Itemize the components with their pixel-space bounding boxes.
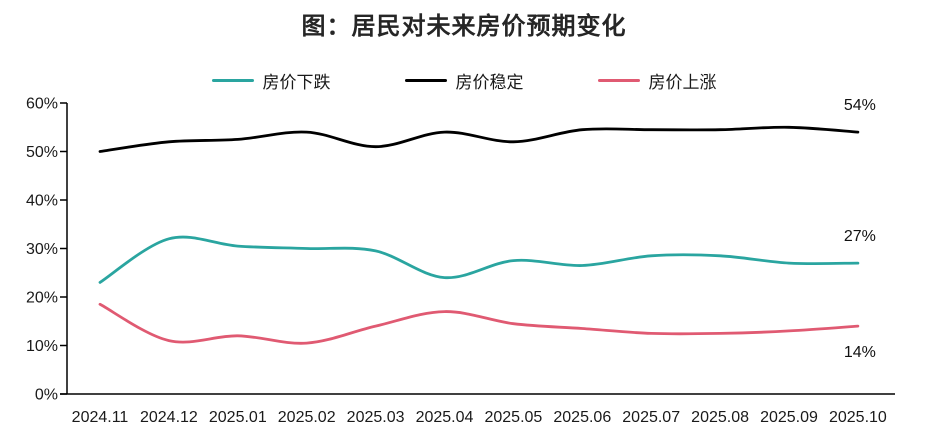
x-tick-label: 2024.11 (72, 409, 129, 426)
x-tick-label: 2025.04 (416, 409, 474, 426)
x-tick-label: 2025.05 (484, 409, 542, 426)
x-tick-label: 2025.01 (209, 409, 267, 426)
legend-line-icon (597, 79, 640, 82)
legend-item-price-rise: 房价上涨 (597, 68, 717, 93)
y-tick-label: 30% (26, 241, 58, 258)
legend-label: 房价下跌 (262, 73, 331, 92)
x-tick-label: 2025.07 (622, 409, 680, 426)
series-line (98, 125, 860, 153)
chart-title: 图：居民对未来房价预期变化 (301, 13, 627, 40)
y-tick-label: 0% (35, 387, 58, 404)
y-tick-label: 50% (26, 144, 58, 161)
x-tick-label: 2025.02 (278, 409, 336, 426)
series-line (98, 235, 860, 284)
x-tick-label: 2025.10 (829, 409, 887, 426)
x-tick-label: 2024.12 (140, 409, 198, 426)
legend-line-icon (404, 79, 447, 82)
legend-item-price-stable: 房价稳定 (404, 68, 524, 93)
y-tick-label: 10% (26, 338, 58, 355)
x-tick-label: 2025.08 (691, 409, 749, 426)
y-tick-label: 20% (26, 290, 58, 307)
x-tick-label: 2025.03 (347, 409, 405, 426)
legend-line-icon (211, 79, 254, 82)
y-tick-label: 40% (26, 193, 58, 210)
legend-label: 房价上涨 (648, 73, 717, 92)
x-tick-label: 2025.09 (760, 409, 818, 426)
x-tick-label: 2025.06 (553, 409, 611, 426)
series-end-label: 27% (844, 228, 876, 245)
series-end-label: 14% (844, 344, 876, 361)
series-end-label: 54% (844, 97, 876, 114)
legend-label: 房价稳定 (455, 73, 524, 92)
y-tick-label: 60% (26, 96, 58, 113)
series-line (98, 302, 860, 345)
legend: 房价下跌 房价稳定 房价上涨 (0, 68, 928, 93)
legend-item-price-fall: 房价下跌 (211, 68, 331, 93)
